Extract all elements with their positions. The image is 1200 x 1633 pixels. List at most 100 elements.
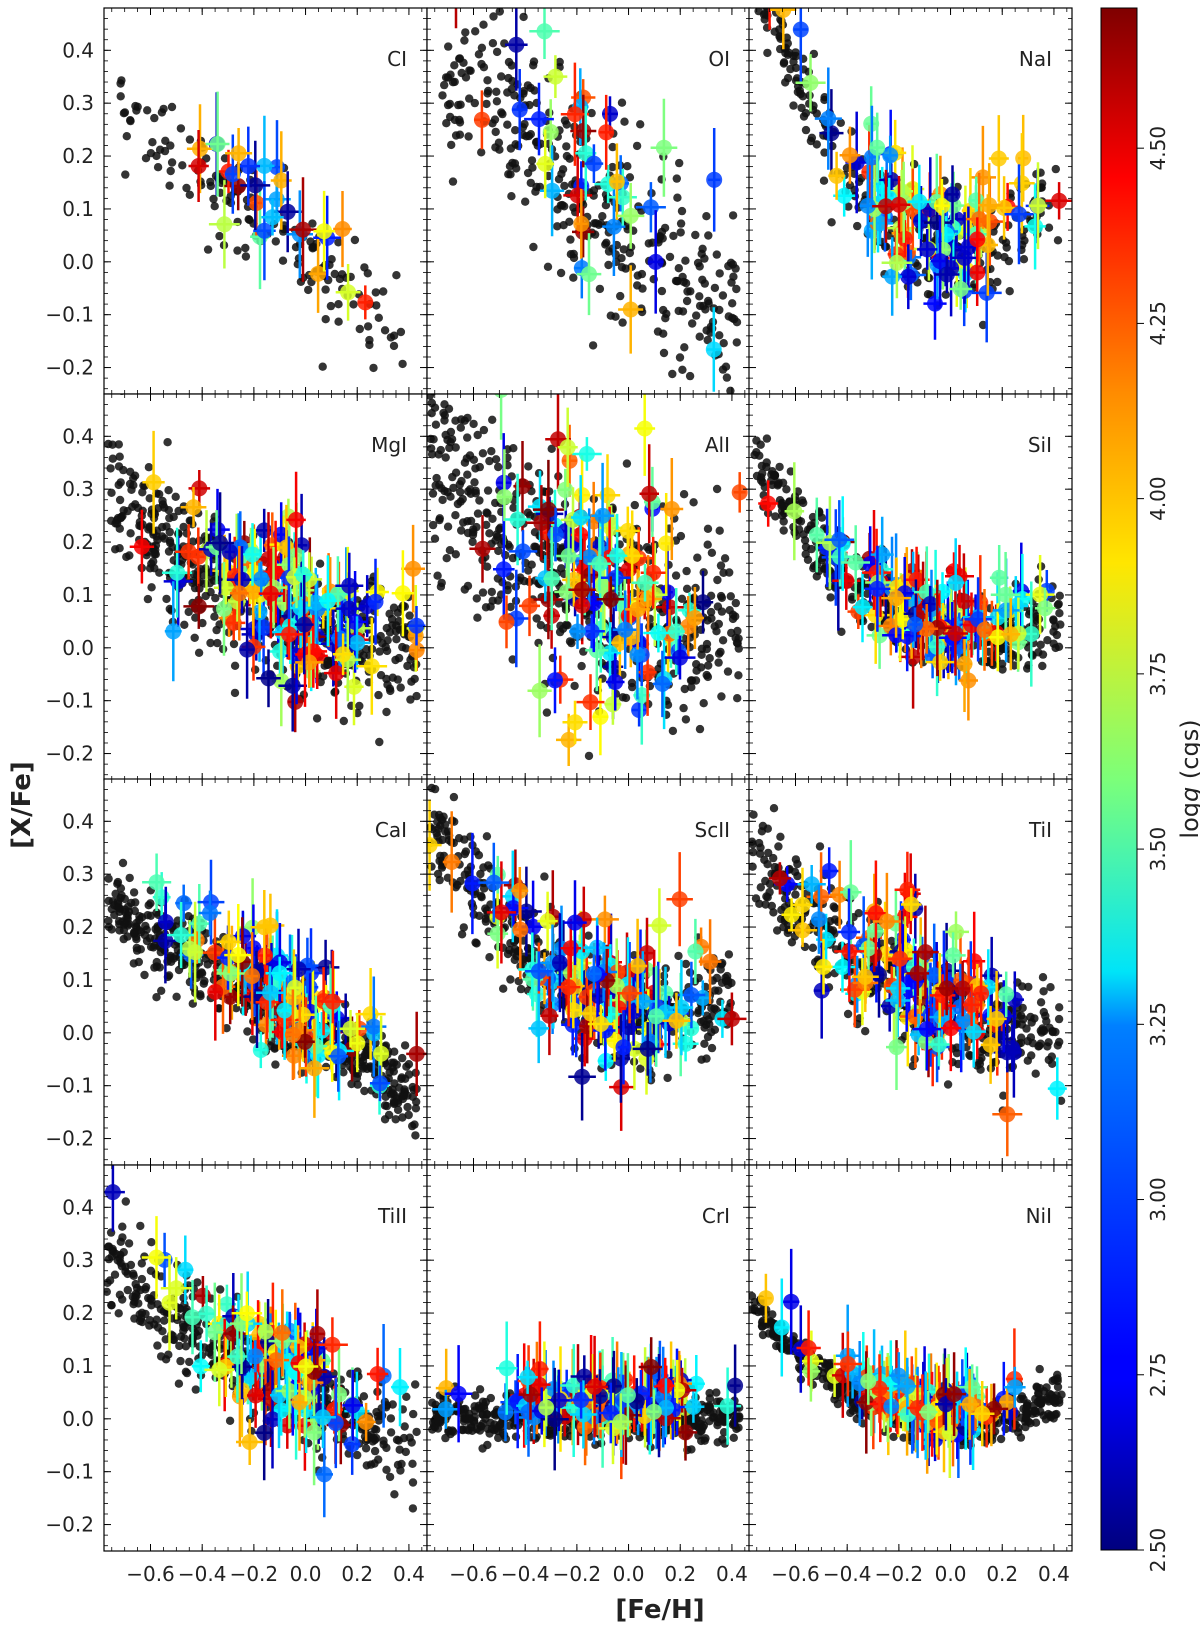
dwarf-star-point xyxy=(1034,575,1043,584)
dwarf-star-point xyxy=(400,1041,410,1050)
dwarf-star-point xyxy=(712,627,721,636)
giant-star-point xyxy=(574,581,590,598)
giant-star-point xyxy=(287,693,304,710)
dwarf-star-point xyxy=(732,284,741,294)
dwarf-star-point xyxy=(440,0,448,5)
dwarf-star-point xyxy=(194,648,204,657)
dwarf-star-point xyxy=(844,202,853,211)
giant-star-point xyxy=(180,543,197,560)
dwarf-star-point xyxy=(720,554,730,563)
dwarf-star-point xyxy=(799,498,808,508)
dwarf-star-point xyxy=(450,61,459,70)
dwarf-star-point xyxy=(178,161,187,170)
dwarf-star-point xyxy=(374,313,383,322)
panel-data xyxy=(427,394,748,766)
dwarf-star-point xyxy=(733,626,742,636)
dwarf-star-point xyxy=(174,506,183,516)
dwarf-star-point xyxy=(717,607,727,616)
giant-star-point xyxy=(1015,150,1032,167)
dwarf-star-point xyxy=(1038,661,1047,671)
dwarf-star-point xyxy=(171,492,180,501)
giant-star-point xyxy=(540,591,557,608)
dwarf-star-point xyxy=(1055,591,1065,600)
dwarf-star-point xyxy=(468,537,477,547)
dwarf-star-point xyxy=(559,221,568,230)
dwarf-star-point xyxy=(430,403,440,412)
dwarf-star-point xyxy=(475,496,484,505)
giant-star-point xyxy=(981,197,998,214)
dwarf-star-point xyxy=(166,141,175,150)
giant-star-point xyxy=(169,564,186,581)
dwarf-star-point xyxy=(687,676,697,685)
dwarf-star-point xyxy=(669,231,678,241)
dwarf-star-point xyxy=(569,273,578,282)
giant-star-point xyxy=(655,139,672,156)
dwarf-star-point xyxy=(779,59,789,68)
panel-data xyxy=(116,76,407,373)
dwarf-star-point xyxy=(695,262,704,271)
dwarf-star-point xyxy=(391,1115,400,1124)
dwarf-star-point xyxy=(827,218,836,227)
dwarf-star-point xyxy=(682,296,692,306)
dwarf-star-point xyxy=(461,28,470,37)
dwarf-star-point xyxy=(392,621,401,630)
dwarf-star-point xyxy=(463,581,473,591)
dwarf-star-point xyxy=(763,48,772,58)
dwarf-star-point xyxy=(163,438,172,447)
dwarf-star-point xyxy=(405,611,414,620)
giant-star-point xyxy=(663,501,680,517)
panel-data xyxy=(438,0,742,394)
dwarf-star-point xyxy=(604,260,613,270)
dwarf-star-point xyxy=(316,677,325,687)
dwarf-star-point xyxy=(704,231,713,240)
giant-star-point xyxy=(922,596,939,612)
dwarf-star-point xyxy=(185,516,194,525)
dwarf-star-point xyxy=(230,661,240,670)
dwarf-star-point xyxy=(360,263,369,272)
giant-star-point xyxy=(281,626,298,643)
dwarf-star-point xyxy=(481,603,491,612)
dwarf-star-point xyxy=(1037,183,1046,192)
giant-star-point xyxy=(828,167,845,184)
dwarf-star-point xyxy=(682,566,691,576)
dwarf-star-point xyxy=(155,568,164,577)
dwarf-star-point xyxy=(500,39,509,48)
giant-star-point xyxy=(883,171,900,188)
dwarf-star-point xyxy=(608,142,617,152)
dwarf-star-point xyxy=(363,322,373,331)
dwarf-star-point xyxy=(432,473,441,483)
giant-star-point xyxy=(217,579,234,596)
dwarf-star-point xyxy=(493,574,503,583)
dwarf-star-point xyxy=(474,50,484,59)
dwarf-star-point xyxy=(153,535,162,545)
dwarf-star-point xyxy=(401,644,411,653)
dwarf-star-point xyxy=(465,94,474,103)
dwarf-star-point xyxy=(210,612,219,621)
dwarf-star-point xyxy=(145,494,154,503)
dwarf-star-point xyxy=(807,133,817,142)
dwarf-star-point xyxy=(786,467,795,476)
dwarf-star-point xyxy=(464,132,473,141)
giant-star-point xyxy=(511,101,528,118)
dwarf-star-point xyxy=(443,100,453,110)
dwarf-star-point xyxy=(598,212,607,221)
dwarf-star-point xyxy=(321,315,330,324)
dwarf-star-point xyxy=(529,242,538,252)
dwarf-star-point xyxy=(637,269,647,279)
dwarf-star-point xyxy=(507,192,516,201)
dwarf-star-point xyxy=(488,39,498,48)
dwarf-star-point xyxy=(394,653,404,663)
dwarf-star-point xyxy=(717,593,727,602)
y-tick-label: 0.3 xyxy=(62,91,94,115)
dwarf-star-point xyxy=(703,672,713,682)
giant-star-point xyxy=(605,218,622,235)
dwarf-star-point xyxy=(411,1131,420,1140)
dwarf-star-point xyxy=(410,674,419,684)
dwarf-star-point xyxy=(752,471,762,481)
dwarf-star-point xyxy=(444,404,454,413)
dwarf-star-point xyxy=(115,544,124,553)
dwarf-star-point xyxy=(683,287,692,296)
dwarf-star-point xyxy=(820,95,829,105)
dwarf-star-point xyxy=(703,524,713,533)
dwarf-star-point xyxy=(657,227,667,237)
